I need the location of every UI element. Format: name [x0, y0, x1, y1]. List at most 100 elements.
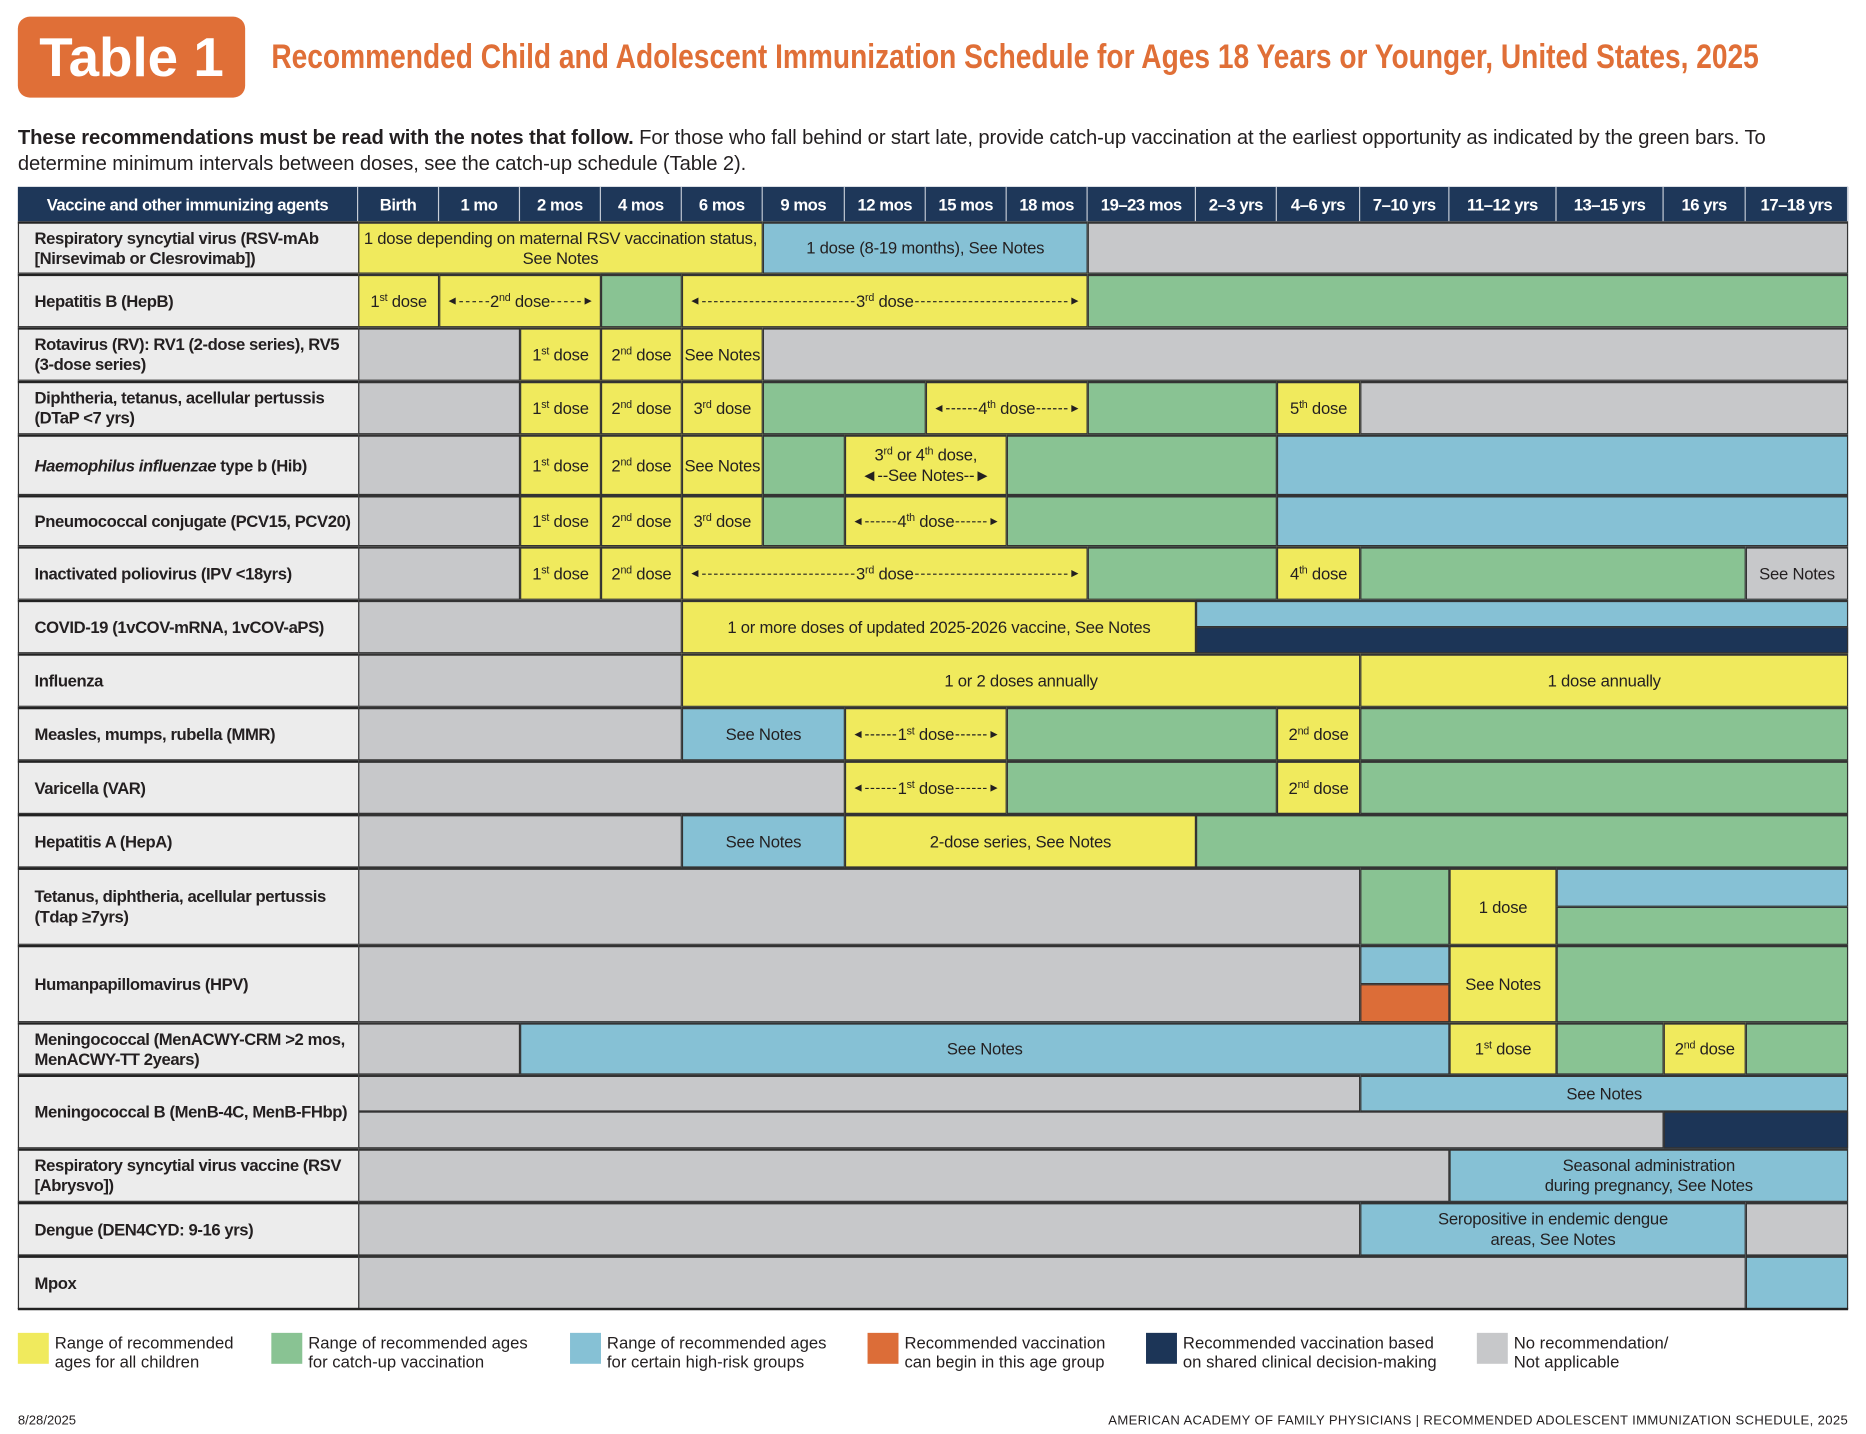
- vaccine-name-text: Varicella (VAR): [34, 777, 146, 797]
- vaccine-name-text: Pneumococcal conjugate (PCV15, PCV20): [34, 511, 351, 531]
- schedule-bar-yellow: 2nd dose: [600, 546, 682, 600]
- vaccine-label: Tetanus, diphtheria, acellular pertussis…: [17, 867, 360, 945]
- schedule-bar-gray: [358, 1148, 1450, 1202]
- vaccine-label: Rotavirus (RV): RV1 (2-dose series), RV5…: [17, 327, 360, 381]
- vaccine-label: Dengue (DEN4CYD: 9-16 yrs): [17, 1201, 360, 1256]
- schedule-bar-gray: [1360, 380, 1849, 435]
- schedule-bar-yellow: 2nd dose: [600, 495, 682, 547]
- schedule-bar-yellow: 1st dose: [520, 327, 601, 381]
- bar-text: 1st dose: [532, 455, 589, 475]
- bar-text: 3rd dose: [855, 563, 914, 583]
- arrow-left-icon: ◄: [852, 514, 864, 528]
- schedule-bar-yellow: 2nd dose: [600, 434, 682, 496]
- vaccine-name: Rotavirus (RV): RV1 (2-dose series), RV5…: [35, 334, 359, 374]
- bar-text: 1 dose depending on maternal RSV vaccina…: [363, 227, 758, 268]
- schedule-bar-gray: [358, 706, 682, 761]
- schedule-bar-orange: [1360, 984, 1450, 1023]
- schedule-bar-green: [600, 273, 682, 328]
- legend-item-orange: Recommended vaccination can begin in thi…: [867, 1332, 1106, 1371]
- schedule-bar-yellow: 1 dose depending on maternal RSV vaccina…: [358, 221, 763, 274]
- schedule-bar-green: [1556, 1022, 1664, 1075]
- legend-swatch: [17, 1332, 49, 1364]
- vaccine-name-text: COVID-19 (1vCOV-mRNA, 1vCOV-aPS): [34, 617, 325, 637]
- column-header-age: 18 mos: [1006, 186, 1088, 222]
- schedule-bar-gray: [358, 495, 521, 547]
- page-title: Recommended Child and Adolescent Immuniz…: [271, 38, 1759, 77]
- schedule-bar-green: [1196, 813, 1849, 868]
- legend-text: Recommended vaccination based on shared …: [1182, 1332, 1437, 1371]
- schedule-bar-green: [1360, 760, 1849, 814]
- bar-text: 2nd dose: [611, 398, 672, 418]
- schedule-bar-green: [762, 495, 845, 547]
- schedule-bar-gray: [358, 813, 682, 868]
- schedule-bar-green: [1556, 906, 1849, 945]
- schedule-bar-green: [1360, 867, 1450, 945]
- schedule-bar-yellow: 1 or 2 doses annually: [681, 653, 1361, 707]
- bar-text: Seropositive in endemic dengue areas, Se…: [1438, 1209, 1669, 1249]
- schedule-bar-yellow: 1 dose annually: [1360, 653, 1849, 707]
- schedule-bar-green: [1006, 434, 1277, 496]
- schedule-bar-yellow: 1 or more doses of updated 2025-2026 vac…: [681, 599, 1197, 654]
- legend-swatch: [1476, 1332, 1508, 1364]
- schedule-bar-gray: [1745, 1201, 1849, 1256]
- schedule-bar-yellow: 3rd or 4th dose, ◄--See Notes--►: [844, 434, 1007, 496]
- vaccine-label: Haemophilus influenzae type b (Hib): [17, 434, 360, 496]
- column-header-age: 15 mos: [925, 186, 1007, 222]
- vaccine-name-text: Inactivated poliovirus (IPV <18yrs): [34, 563, 293, 583]
- vaccine-name-italic: Haemophilus influenzae: [34, 455, 217, 475]
- vaccine-label: COVID-19 (1vCOV-mRNA, 1vCOV-aPS): [17, 599, 360, 654]
- vaccine-label: Influenza: [17, 653, 360, 707]
- schedule-bar-yellow: 1st dose: [520, 434, 601, 496]
- legend-item-yellow: Range of recommended ages for all childr…: [17, 1332, 233, 1371]
- schedule-bar-yellow: ◄ 1st dose ►: [844, 706, 1007, 761]
- vaccine-label: Varicella (VAR): [17, 760, 360, 814]
- arrow-left-icon: ◄: [689, 294, 701, 308]
- vaccine-name-text: Mpox: [34, 1272, 77, 1292]
- vaccine-label: Diphtheria, tetanus, acellular pertussis…: [17, 380, 360, 435]
- schedule-bar-yellow: 1st dose: [520, 546, 601, 600]
- vaccine-name: Mpox: [35, 1273, 77, 1293]
- footer-source: AMERICAN ACADEMY OF FAMILY PHYSICIANS | …: [1108, 1413, 1849, 1429]
- schedule-bar-yellow: See Notes: [681, 434, 763, 496]
- bar-text: 3rd dose: [693, 511, 752, 531]
- schedule-bar-blue: See Notes: [520, 1022, 1450, 1075]
- arrow-right-icon: ►: [1069, 567, 1081, 581]
- vaccine-label: Pneumococcal conjugate (PCV15, PCV20): [17, 495, 360, 547]
- schedule-bar-gray: [358, 1022, 521, 1075]
- vaccine-name-text: Hepatitis A (HepA): [34, 831, 173, 851]
- schedule-bar-blue: [1556, 867, 1849, 907]
- bar-text: 3rd dose: [693, 398, 752, 418]
- schedule-bar-green: [762, 380, 926, 435]
- schedule-bar-yellow: 4th dose: [1276, 546, 1361, 600]
- dose-range-arrow: ◄ 1st dose ►: [852, 724, 1000, 744]
- vaccine-name: Meningococcal B (MenB-4C, MenB-FHbp): [35, 1102, 348, 1122]
- bar-text: 2nd dose: [611, 344, 672, 364]
- schedule-bar-yellow: See Notes: [1449, 944, 1557, 1023]
- schedule-bar-green: [1745, 1022, 1849, 1075]
- intro-rest: For those who fall behind or start late,…: [17, 126, 1766, 175]
- column-header-age: 2–3 yrs: [1196, 186, 1277, 222]
- schedule-bar-yellow: 5th dose: [1276, 380, 1361, 435]
- bar-text: 1st dose: [532, 398, 589, 418]
- bar-text: 1st dose: [532, 344, 589, 364]
- vaccine-name: Meningococcal (MenACWY-CRM >2 mos, MenAC…: [35, 1029, 359, 1069]
- schedule-bar-green: [1360, 546, 1746, 600]
- legend-item-navy: Recommended vaccination based on shared …: [1146, 1332, 1437, 1371]
- schedule-bar-gray: [762, 327, 1849, 381]
- bar-text: See Notes: [946, 1038, 1023, 1058]
- vaccine-name: COVID-19 (1vCOV-mRNA, 1vCOV-aPS): [34, 617, 325, 637]
- arrow-left-icon: ◄: [689, 567, 701, 581]
- legend-text: Recommended vaccination can begin in thi…: [904, 1332, 1106, 1371]
- arrow-right-icon: ►: [582, 294, 594, 308]
- schedule-bar-green: [1006, 495, 1277, 547]
- schedule-bar-blue: [1276, 495, 1849, 547]
- bar-text: 3rd or 4th dose, ◄--See Notes--►: [861, 445, 991, 485]
- column-header-age: 12 mos: [844, 186, 926, 222]
- column-header-age: 13–15 yrs: [1556, 186, 1664, 222]
- vaccine-name: Humanpapillomavirus (HPV): [35, 974, 249, 994]
- column-header-age: 16 yrs: [1663, 186, 1746, 222]
- vaccine-name-text: Meningococcal (MenACWY-CRM >2 mos, MenAC…: [34, 1028, 346, 1069]
- bar-text: 4th dose: [978, 398, 1036, 418]
- bar-text: See Notes: [684, 455, 761, 475]
- schedule-bar-green: [1087, 546, 1277, 600]
